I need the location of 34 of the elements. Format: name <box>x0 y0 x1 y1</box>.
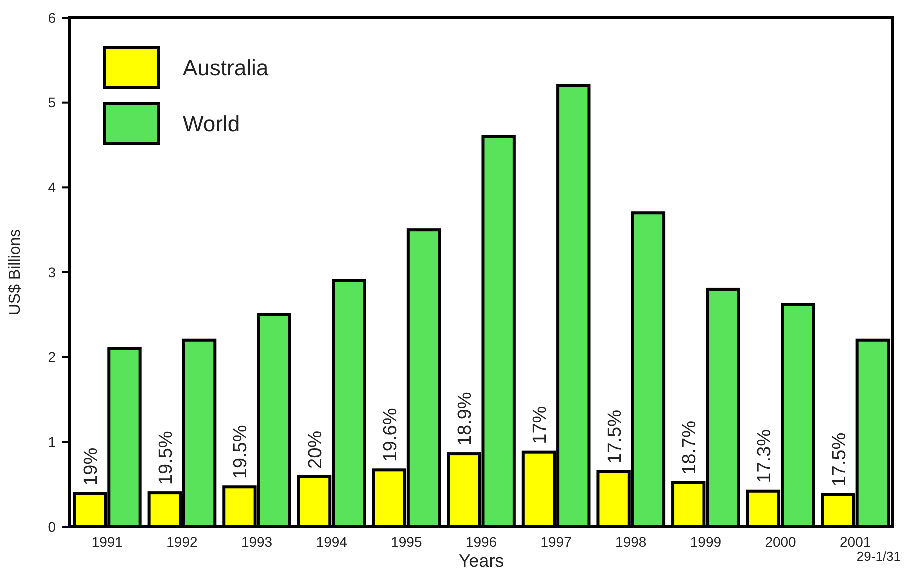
x-axis-title: Years <box>458 551 504 571</box>
annotation: 18.9% <box>455 392 476 446</box>
x-tick-label: 1991 <box>92 534 124 550</box>
y-tick-label: 2 <box>48 349 56 366</box>
x-tick-label: 1992 <box>166 534 198 550</box>
y-tick-label: 3 <box>48 264 56 280</box>
y-tick-label: 4 <box>48 180 56 196</box>
x-tick-label: 2001 <box>840 534 872 550</box>
legend-label: World <box>183 112 240 137</box>
x-tick-label: 1993 <box>241 534 273 550</box>
x-tick-label: 1997 <box>540 534 572 550</box>
annotation: 17.3% <box>754 429 776 484</box>
text: 29-1/31 <box>856 549 901 564</box>
y-tick-label: 0 <box>48 518 56 535</box>
x-tick-label: 2000 <box>765 534 797 550</box>
annotation: 17.5% <box>604 410 626 464</box>
annotation: 17% <box>530 406 551 444</box>
x-tick-label: 1996 <box>466 534 498 550</box>
annotation: 18.7% <box>680 420 701 475</box>
y-tick-label: 5 <box>48 94 56 111</box>
x-tick-label: 1995 <box>391 534 422 550</box>
annotation: 20% <box>306 430 327 469</box>
y-tick-label: 1 <box>48 434 56 450</box>
y-tick-label: 6 <box>48 10 56 26</box>
x-tick-label: 1998 <box>616 534 647 550</box>
annotation: 19.5% <box>230 425 252 480</box>
annotation: 19.6% <box>380 408 402 462</box>
y-axis-title: US$ Billions <box>7 229 24 316</box>
x-tick-label: 1999 <box>690 534 722 550</box>
annotation: 19% <box>81 448 102 486</box>
annotation: 19.5% <box>156 431 177 486</box>
x-tick-label: 1994 <box>316 534 348 550</box>
legend-label: Australia <box>183 56 270 81</box>
annotation: 17.5% <box>829 432 850 487</box>
